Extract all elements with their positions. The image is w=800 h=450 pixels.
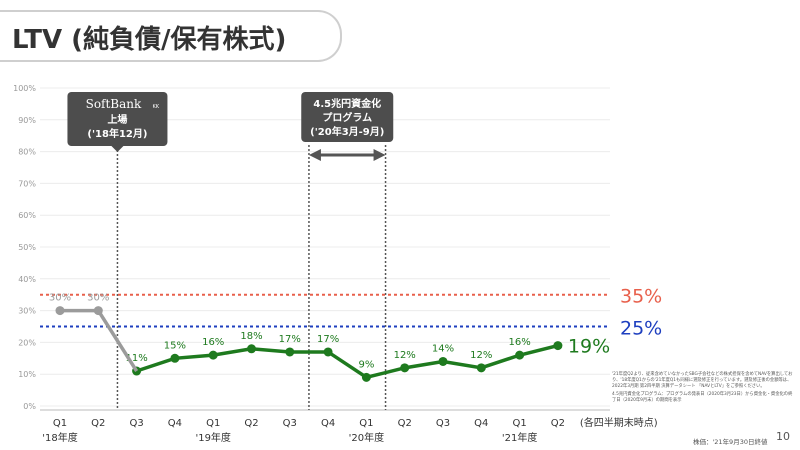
y-tick-label: 60%: [18, 211, 36, 220]
x-tick-label: Q4: [168, 418, 182, 429]
program-arrow-right: [373, 149, 386, 161]
data-label: 11%: [125, 353, 147, 364]
reference-lines: 35%25%: [40, 286, 662, 340]
data-point: [323, 347, 333, 357]
year-label: '18年度: [42, 431, 77, 444]
series-line: [136, 343, 559, 380]
program-box: [301, 92, 394, 142]
program-line1: 4.5兆円資金化: [313, 97, 381, 110]
year-label: '20年度: [349, 431, 384, 444]
page-title: LTV (純負債/保有株式): [12, 25, 287, 55]
y-axis-ticks: 0% 10% 20% 30% 40% 50% 60% 70% 80% 90% 100%: [13, 84, 36, 411]
data-point: [553, 341, 563, 351]
x-tick-label: Q1: [512, 418, 526, 429]
x-tick-label: Q1: [206, 418, 220, 429]
x-axis-labels: Q1 Q2 Q3 Q4 Q1 Q2 Q3 Q4 Q1 Q2 Q3 Q4 Q1 Q2 '18年度 '19年度 '2…: [42, 416, 658, 444]
program-line2: プログラム: [322, 111, 372, 124]
footnote: '21年度Q2より、従来含めていなかったSBG子会社などの株式担保を含めてNAV…: [612, 372, 794, 406]
footnote-1: '21年度Q2より、従来含めていなかったSBG子会社などの株式担保を含めてNAV…: [612, 372, 793, 389]
data-point: [55, 306, 65, 316]
data-label: 30%: [87, 293, 109, 304]
data-point: [476, 363, 486, 373]
data-label: 14%: [432, 343, 454, 354]
data-label: 16%: [202, 337, 224, 348]
data-point: [170, 353, 180, 363]
data-label: 19%: [568, 336, 610, 358]
data-label: 12%: [394, 350, 416, 361]
reference-label: 25%: [620, 318, 662, 340]
listing-logo: SoftBank: [86, 97, 142, 111]
x-tick-label: Q3: [129, 418, 143, 429]
y-tick-label: 30%: [18, 307, 36, 316]
data-label: 18%: [240, 331, 262, 342]
footnote-2: 4.5兆円資金化プログラム：プログラムの発表日（2020年3月23日）から資金化…: [612, 392, 793, 403]
x-tick-label: Q2: [551, 418, 565, 429]
y-tick-label: 20%: [18, 338, 36, 347]
page-number: 10: [776, 430, 790, 443]
year-label: '21年度: [502, 431, 537, 444]
data-point: [400, 363, 410, 373]
listing-line2: ('18年12月): [87, 127, 147, 140]
year-label: '19年度: [195, 431, 230, 444]
x-tick-label: Q4: [321, 418, 335, 429]
event-lines: [116, 145, 387, 410]
x-tick-label: Q4: [474, 418, 488, 429]
y-tick-label: 100%: [13, 84, 36, 93]
reference-label: 35%: [620, 286, 662, 308]
y-tick-label: 0%: [23, 402, 36, 411]
program-line3: ('20年3月-9月): [310, 125, 384, 138]
data-point: [361, 372, 371, 382]
data-point: [247, 344, 256, 354]
data-label: 17%: [317, 334, 339, 345]
x-tick-label: Q1: [53, 418, 67, 429]
listing-logo-sub: KK: [152, 104, 159, 110]
x-tick-label: Q2: [244, 418, 258, 429]
x-tick-label: Q3: [283, 418, 297, 429]
title-tab: LTV (純負債/保有株式): [0, 10, 342, 62]
x-axis-note: (各四半期末時点): [580, 416, 658, 429]
x-tick-label: Q2: [398, 418, 412, 429]
x-tick-label: Q1: [359, 418, 373, 429]
listing-pointer: [111, 146, 124, 152]
data-label: 15%: [164, 340, 186, 351]
data-label: 16%: [508, 337, 530, 348]
data-point: [208, 350, 218, 360]
data-point: [438, 356, 448, 366]
series-connector: [96, 309, 139, 372]
data-point: [285, 347, 295, 357]
y-tick-label: 50%: [18, 243, 36, 252]
program-arrow-left: [308, 149, 321, 161]
data-point: [515, 350, 525, 360]
data-label: 30%: [49, 293, 71, 304]
y-tick-label: 40%: [18, 275, 36, 284]
data-label: 9%: [358, 359, 374, 370]
listing-box: [67, 92, 168, 146]
data-label: 12%: [470, 350, 492, 361]
x-tick-label: Q3: [436, 418, 450, 429]
y-tick-label: 10%: [18, 370, 36, 379]
y-tick-label: 70%: [18, 179, 36, 188]
x-tick-label: Q2: [91, 418, 105, 429]
y-tick-label: 80%: [18, 148, 36, 157]
source-note: 株価：'21年9月30日終値: [693, 438, 768, 446]
series-group: 30% 30% 11% 15% 16% 18% 17% 17% 9% 12% 14% 12% 16% 19…: [49, 293, 610, 382]
y-tick-label: 90%: [18, 116, 36, 125]
data-label: 17%: [279, 334, 301, 345]
listing-line1: 上場: [107, 113, 127, 126]
annotations: SoftBank KK 上場('18年12月) 4.5兆円資金化プログラム('20年3…: [67, 92, 394, 161]
